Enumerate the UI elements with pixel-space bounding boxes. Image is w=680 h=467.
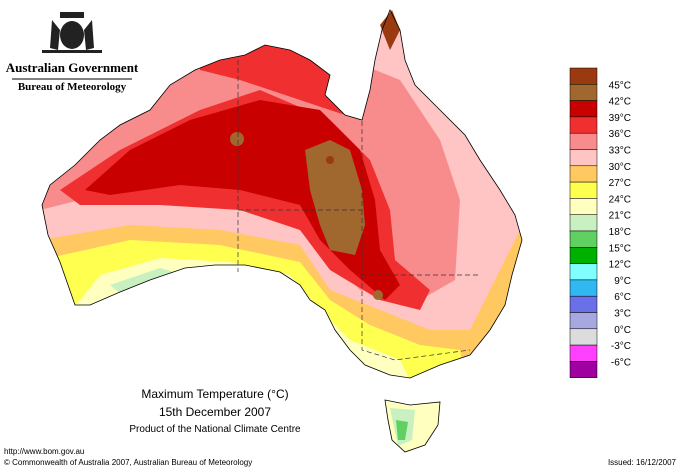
legend-swatch (569, 247, 598, 264)
tasmania-coastline (384, 399, 441, 453)
bureau-name: Bureau of Meteorology (18, 81, 127, 93)
legend-swatch (569, 165, 598, 183)
legend-swatch (569, 230, 598, 248)
legend-swatch (569, 100, 598, 118)
legend-label: 45°C (609, 80, 631, 91)
legend-label: 21°C (609, 211, 631, 222)
agency-name: Australian Government (6, 60, 139, 75)
legend-label: 0°C (614, 325, 631, 336)
legend-label: -6°C (611, 357, 631, 368)
map-date: 15th December 2007 (159, 405, 271, 419)
legend-label: 33°C (609, 146, 631, 157)
legend-swatch (569, 263, 598, 281)
legend-swatch (569, 67, 598, 85)
legend-label: 30°C (609, 162, 631, 173)
map-title: Maximum Temperature (°C) (141, 387, 288, 401)
legend-swatch (569, 198, 598, 215)
legend-label: 27°C (609, 178, 631, 189)
url: http://www.bom.gov.au (4, 447, 84, 456)
coastline (41, 9, 523, 379)
legend-label: 9°C (614, 276, 631, 287)
legend: 45°C 42°C 39°C 36°C 33°C 30°C 27°C 24°C 21°C 18°C… (569, 67, 631, 378)
legend-swatch (569, 328, 598, 346)
legend-label: 6°C (614, 292, 631, 303)
legend-swatch (569, 279, 598, 297)
legend-swatch (569, 361, 598, 378)
copyright: © Commonwealth of Australia 2007, Austra… (4, 458, 252, 467)
legend-swatch (569, 312, 598, 330)
legend-label: 39°C (609, 113, 631, 124)
legend-label: 24°C (609, 194, 631, 205)
legend-label: 15°C (609, 243, 631, 254)
legend-label: 3°C (614, 309, 631, 320)
legend-label: 18°C (609, 227, 631, 238)
coat-of-arms (42, 12, 102, 53)
legend-swatch (569, 214, 598, 232)
issued-date: Issued: 16/12/2007 (608, 458, 677, 467)
legend-swatch (569, 132, 598, 150)
legend-label: -3°C (611, 341, 631, 352)
legend-swatch (569, 116, 598, 134)
legend-label: 12°C (609, 260, 631, 271)
legend-swatch (569, 344, 598, 362)
legend-swatch (569, 295, 598, 313)
state-borders (237, 60, 480, 361)
legend-swatch (569, 84, 598, 101)
product-note: Product of the National Climate Centre (129, 424, 301, 435)
legend-label: 36°C (609, 129, 631, 140)
legend-swatch (569, 181, 598, 199)
legend-swatch (569, 149, 598, 167)
legend-label: 42°C (609, 97, 631, 108)
